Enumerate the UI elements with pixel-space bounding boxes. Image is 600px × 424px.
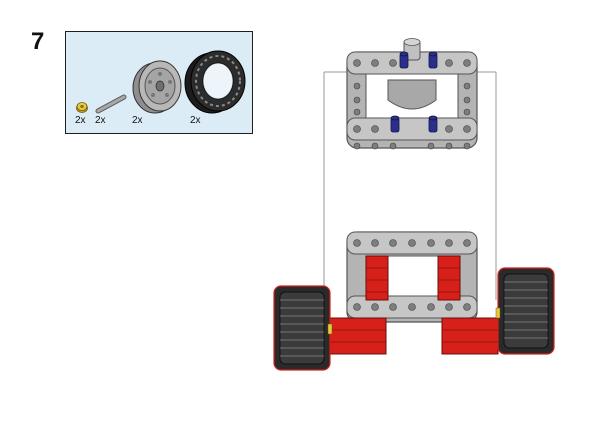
part-qty-bush: 2x: [75, 115, 86, 126]
parts-list-box: 2x 2x 2x 2x: [65, 31, 253, 134]
red-beam: [329, 317, 499, 355]
right-wheel: [495, 267, 555, 355]
part-qty-axle: 2x: [95, 115, 106, 126]
step-number: 7: [31, 28, 45, 55]
tire-icon: [184, 50, 246, 114]
wheel-rim-icon: [132, 60, 182, 114]
grey-axle-icon: [95, 94, 127, 114]
lower-frame: [346, 231, 478, 323]
part-qty-rim: 2x: [132, 115, 143, 126]
blue-pin-icon: [390, 51, 438, 133]
upper-frame: [346, 38, 478, 150]
part-qty-tire: 2x: [190, 115, 201, 126]
yellow-bush-icon: [76, 102, 88, 113]
left-wheel: [273, 285, 333, 371]
